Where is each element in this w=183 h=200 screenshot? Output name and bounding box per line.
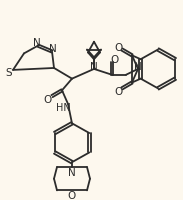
Text: O: O (115, 42, 123, 52)
Text: HN: HN (56, 102, 70, 112)
Text: O: O (111, 55, 119, 65)
Text: N: N (90, 62, 98, 72)
Text: N: N (68, 167, 76, 177)
Text: O: O (44, 95, 52, 105)
Text: N: N (33, 38, 41, 47)
Text: O: O (115, 87, 123, 97)
Text: N: N (49, 43, 57, 53)
Text: N: N (134, 62, 142, 72)
Text: S: S (6, 68, 12, 77)
Text: O: O (68, 190, 76, 200)
